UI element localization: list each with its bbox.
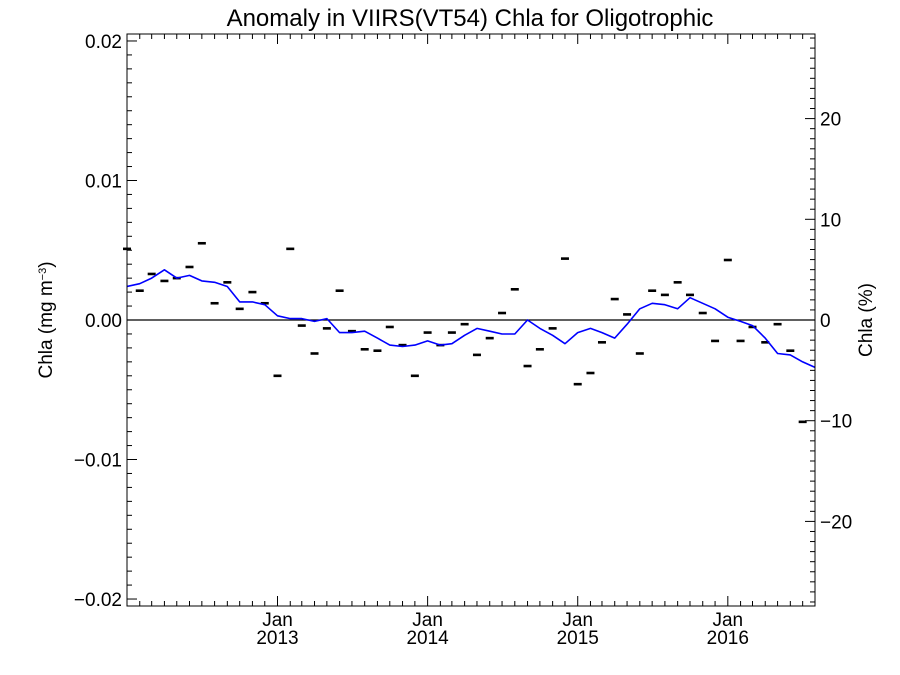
x-tick-label-month: Jan bbox=[712, 610, 743, 631]
y-left-tick-label: 0.02 bbox=[85, 32, 122, 53]
x-tick-label-year: 2013 bbox=[256, 628, 298, 649]
x-tick-label-month: Jan bbox=[562, 610, 593, 631]
y-right-tick-label: 0 bbox=[820, 311, 831, 332]
plot-marks: 0.020.010.00−0.01−0.0220100−10−20Jan2013… bbox=[74, 32, 852, 649]
y-left-tick-label: 0.00 bbox=[85, 311, 122, 332]
y-left-tick-label: −0.02 bbox=[74, 590, 122, 611]
y-right-tick-label: −10 bbox=[820, 412, 852, 433]
x-tick-label-year: 2014 bbox=[406, 628, 449, 649]
line-series-path bbox=[126, 268, 816, 369]
x-tick-label-month: Jan bbox=[412, 610, 443, 631]
y-right-tick-label: −20 bbox=[820, 512, 852, 533]
y-right-tick-label: 20 bbox=[820, 110, 841, 131]
x-tick-label-year: 2015 bbox=[557, 628, 599, 649]
y-axis-left-label: Chla (mg m−3) bbox=[36, 261, 57, 378]
y-axis-right-label: Chla (%) bbox=[856, 283, 877, 357]
y-right-tick-label: 10 bbox=[820, 210, 841, 231]
x-tick-label-year: 2016 bbox=[707, 628, 749, 649]
y-left-tick-label: −0.01 bbox=[74, 451, 122, 472]
y-left-tick-label: 0.01 bbox=[85, 171, 122, 192]
chart-title: Anomaly in VIIRS(VT54) Chla for Oligotro… bbox=[227, 5, 714, 32]
plot-frame bbox=[126, 33, 816, 607]
x-tick-label-month: Jan bbox=[262, 610, 293, 631]
